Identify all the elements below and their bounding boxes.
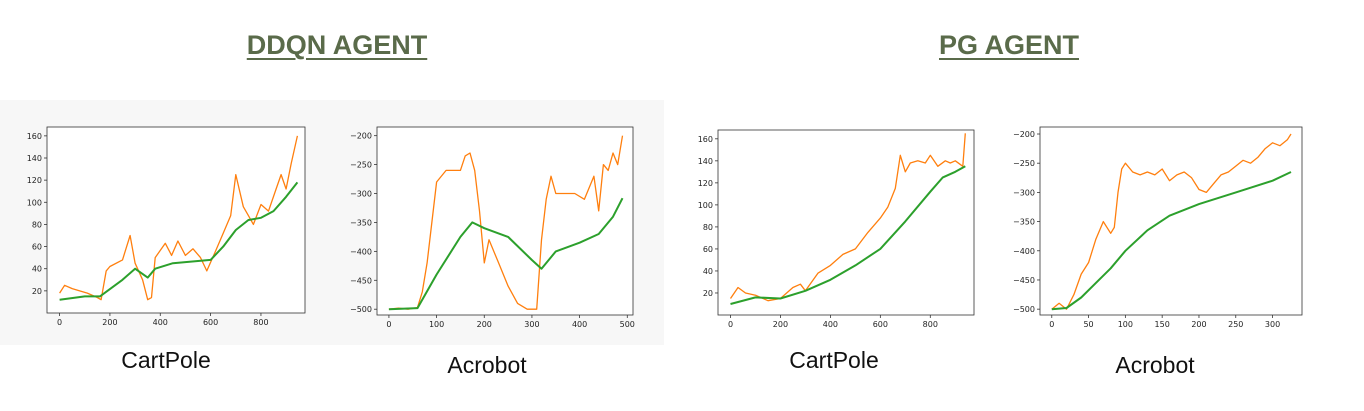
x-tick-label: 0: [57, 318, 62, 327]
y-tick-label: −400: [1013, 247, 1035, 256]
x-tick-label: 200: [1191, 320, 1206, 329]
y-tick-label: 100: [698, 201, 713, 210]
x-tick-label: 200: [773, 320, 788, 329]
x-tick-label: 0: [1049, 320, 1054, 329]
average-reward-line: [388, 197, 624, 311]
x-tick-label: 150: [1155, 320, 1170, 329]
y-tick-label: −500: [350, 305, 372, 314]
x-tick-label: 800: [253, 318, 268, 327]
x-tick-label: 0: [386, 320, 391, 329]
x-tick-label: 600: [873, 320, 888, 329]
x-tick-label: 50: [1083, 320, 1093, 329]
average-reward-line: [59, 181, 299, 301]
x-tick-label: 0: [728, 320, 733, 329]
ddqn-cartpole-chart: 20 40 60 80 100 120 140 160 0 200 400 600 800: [27, 126, 306, 327]
y-tick-label: −250: [350, 161, 372, 170]
y-tick-label: 80: [32, 220, 42, 229]
y-tick-label: 120: [698, 179, 713, 188]
x-tick-label: 200: [102, 318, 117, 327]
y-tick-label: 20: [703, 289, 713, 298]
ddqn-acrobot-caption: Acrobot: [447, 352, 527, 378]
ddqn-acrobot-panel: −200 −250 −300 −350 −400 −450 −500 0 100 200 300 40…: [330, 100, 664, 345]
average-reward-line: [730, 165, 966, 305]
y-tick-label: 140: [698, 157, 713, 166]
y-tick-label: −450: [350, 276, 372, 285]
y-tick-label: 60: [32, 243, 42, 252]
pg-cartpole-panel: 20 40 60 80 100 120 140 160 0 200 400 600 800: [680, 100, 980, 345]
y-tick-label: 160: [27, 132, 42, 141]
y-tick-label: 40: [32, 265, 42, 274]
y-tick-label: −350: [350, 218, 372, 227]
episode-reward-line: [388, 135, 624, 310]
x-tick-label: 400: [572, 320, 587, 329]
y-tick-label: −300: [1013, 188, 1035, 197]
x-tick-label: 100: [1118, 320, 1133, 329]
pg-acrobot-panel: −200 −250 −300 −350 −400 −450 −500 0 50 100 150 200…: [1000, 100, 1310, 345]
pg-cartpole-caption: CartPole: [789, 347, 879, 373]
episode-reward-line: [59, 135, 299, 301]
y-tick-label: −200: [1013, 130, 1035, 139]
y-tick-label: −300: [350, 190, 372, 199]
x-tick-label: 100: [429, 320, 444, 329]
x-tick-label: 300: [1265, 320, 1280, 329]
ddqn-cartpole-panel: 20 40 60 80 100 120 140 160 0 200 400 600 800: [0, 100, 330, 345]
average-reward-line: [1051, 171, 1292, 311]
episode-reward-line: [1051, 133, 1292, 310]
y-tick-label: −500: [1013, 305, 1035, 314]
y-tick-label: 100: [27, 198, 42, 207]
x-tick-label: 400: [823, 320, 838, 329]
pg-agent-heading: PG AGENT: [938, 30, 1080, 60]
x-tick-label: 300: [524, 320, 539, 329]
x-tick-label: 600: [203, 318, 218, 327]
y-tick-label: 80: [703, 223, 713, 232]
y-tick-label: 20: [32, 287, 42, 296]
y-tick-label: 140: [27, 154, 42, 163]
y-tick-label: −350: [1013, 218, 1035, 227]
y-tick-label: −400: [350, 247, 372, 256]
plot-frame: [376, 126, 634, 316]
y-tick-label: 120: [27, 176, 42, 185]
plot-frame: [46, 126, 306, 314]
plot-frame: [717, 129, 975, 316]
y-tick-label: −450: [1013, 276, 1035, 285]
x-tick-label: 250: [1228, 320, 1243, 329]
pg-acrobot-chart: −200 −250 −300 −350 −400 −450 −500 0 50 100 150 200…: [1013, 126, 1303, 329]
y-tick-label: 160: [698, 135, 713, 144]
x-tick-label: 800: [923, 320, 938, 329]
x-tick-label: 500: [620, 320, 635, 329]
pg-acrobot-caption: Acrobot: [1115, 352, 1195, 378]
pg-cartpole-chart: 20 40 60 80 100 120 140 160 0 200 400 600 800: [698, 129, 975, 329]
x-tick-label: 400: [153, 318, 168, 327]
ddqn-agent-heading: DDQN AGENT: [246, 30, 428, 60]
y-tick-label: −200: [350, 132, 372, 141]
ddqn-cartpole-caption: CartPole: [121, 347, 211, 373]
x-tick-label: 200: [477, 320, 492, 329]
y-tick-label: 60: [703, 245, 713, 254]
y-tick-label: −250: [1013, 159, 1035, 168]
plot-frame: [1039, 126, 1303, 316]
ddqn-acrobot-chart: −200 −250 −300 −350 −400 −450 −500 0 100 200 300 40…: [350, 126, 635, 329]
y-tick-label: 40: [703, 267, 713, 276]
